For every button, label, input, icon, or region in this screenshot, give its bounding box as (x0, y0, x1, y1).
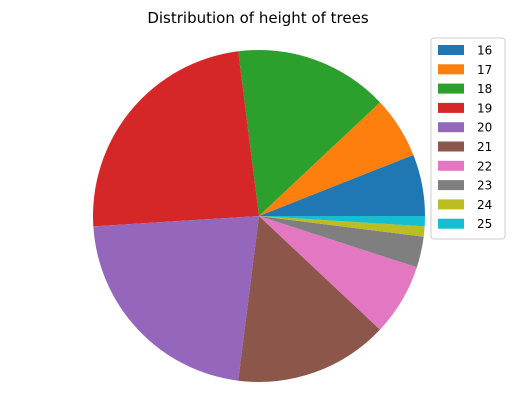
pie-slice-20 (93, 216, 259, 381)
legend-label-17: 17 (477, 63, 492, 77)
pie-slice-17 (259, 102, 414, 216)
legend-label-18: 18 (477, 82, 492, 96)
legend-swatch-21 (438, 141, 464, 152)
legend-label-21: 21 (477, 140, 492, 154)
legend: 16 17 18 19 20 21 22 23 24 25 (430, 37, 506, 240)
pie-slice-19 (93, 51, 259, 227)
legend-swatch-22 (438, 160, 464, 171)
legend-label-16: 16 (477, 44, 492, 58)
pie-slices (93, 50, 425, 382)
pie-slice-25 (259, 216, 425, 227)
legend-label-24: 24 (477, 198, 492, 212)
legend-label-19: 19 (477, 101, 492, 115)
legend-label-22: 22 (477, 159, 492, 173)
legend-swatch-17 (438, 64, 464, 75)
legend-swatch-18 (438, 83, 464, 94)
legend-swatch-25 (438, 218, 464, 229)
pie-slice-18 (238, 50, 381, 216)
pie-slice-23 (259, 216, 424, 268)
pie-slice-22 (259, 216, 417, 330)
pie-slice-16 (259, 154, 425, 216)
chart-title: Distribution of height of trees (147, 9, 368, 27)
legend-swatch-23 (438, 180, 464, 191)
legend-label-20: 20 (477, 121, 492, 135)
legend-swatch-16 (438, 45, 464, 55)
pie-slice-24 (259, 216, 425, 237)
legend-label-25: 25 (477, 217, 492, 231)
legend-label-23: 23 (477, 179, 492, 193)
pie-slice-21 (238, 216, 381, 382)
legend-swatch-24 (438, 199, 464, 210)
legend-swatch-20 (438, 122, 464, 133)
legend-swatch-19 (438, 102, 464, 113)
